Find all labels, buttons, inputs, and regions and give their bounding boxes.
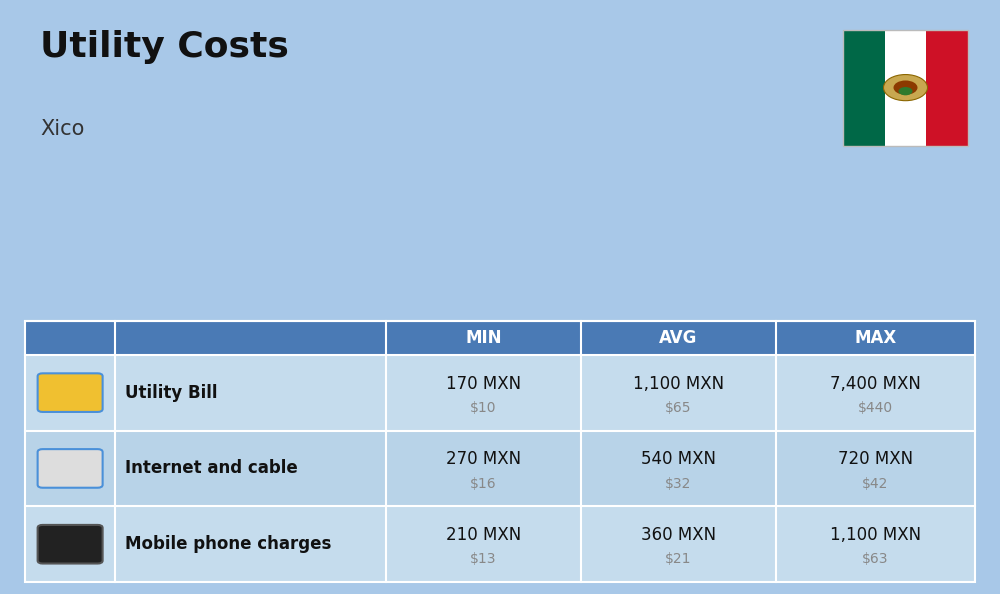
Text: 170 MXN: 170 MXN (446, 375, 521, 393)
Bar (25, 506, 975, 582)
Text: $10: $10 (470, 401, 497, 415)
FancyBboxPatch shape (38, 525, 103, 564)
Text: 720 MXN: 720 MXN (838, 450, 913, 468)
Text: $440: $440 (858, 401, 893, 415)
Text: $65: $65 (665, 401, 691, 415)
Text: Internet and cable: Internet and cable (125, 459, 298, 478)
Bar (885, 30, 926, 146)
Bar (843, 30, 968, 146)
Text: 1,100 MXN: 1,100 MXN (830, 526, 921, 544)
Text: 360 MXN: 360 MXN (641, 526, 716, 544)
Circle shape (894, 80, 918, 94)
Text: MIN: MIN (465, 328, 502, 347)
Text: $21: $21 (665, 552, 691, 567)
Text: MAX: MAX (854, 328, 896, 347)
Text: $63: $63 (862, 552, 889, 567)
Text: 540 MXN: 540 MXN (641, 450, 716, 468)
FancyBboxPatch shape (38, 374, 103, 412)
Bar (25, 321, 975, 355)
Circle shape (884, 74, 928, 100)
Bar (926, 30, 968, 146)
Bar (843, 30, 885, 146)
Bar (25, 431, 975, 506)
Text: Xico: Xico (40, 119, 84, 139)
Text: 270 MXN: 270 MXN (446, 450, 521, 468)
Text: AVG: AVG (659, 328, 697, 347)
Text: $16: $16 (470, 476, 497, 491)
Text: $13: $13 (470, 552, 497, 567)
Text: $42: $42 (862, 476, 888, 491)
Text: Utility Bill: Utility Bill (125, 384, 218, 402)
Text: $32: $32 (665, 476, 691, 491)
FancyBboxPatch shape (38, 449, 103, 488)
Text: 7,400 MXN: 7,400 MXN (830, 375, 921, 393)
Text: Utility Costs: Utility Costs (40, 30, 289, 64)
Circle shape (898, 87, 912, 95)
Text: 1,100 MXN: 1,100 MXN (633, 375, 724, 393)
Bar (25, 355, 975, 431)
Text: Mobile phone charges: Mobile phone charges (125, 535, 332, 553)
Text: 210 MXN: 210 MXN (446, 526, 521, 544)
Bar (25, 321, 975, 582)
